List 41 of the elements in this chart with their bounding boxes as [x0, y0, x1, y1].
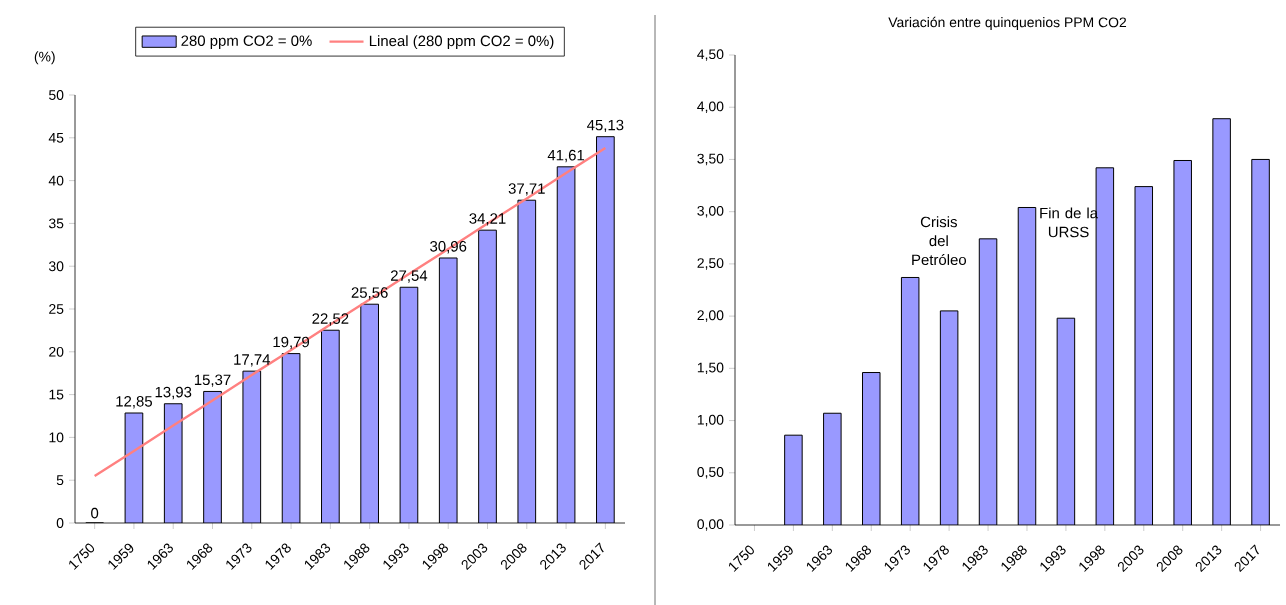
- y-axis-title: (%): [34, 51, 55, 65]
- y-tick-label: 5: [56, 475, 64, 486]
- data-label: 15,37: [194, 374, 231, 387]
- y-tick-label: 30: [48, 261, 64, 272]
- legend-label: 280 ppm CO2 = 0%: [181, 35, 312, 49]
- data-label: 22,52: [312, 313, 349, 326]
- data-label: 12,85: [116, 396, 152, 409]
- data-label: 17,74: [234, 354, 271, 367]
- y-tick-label: 3,00: [697, 205, 724, 218]
- legend-label: Lineal (280 ppm CO2 = 0%): [369, 35, 554, 50]
- y-tick-label: 0: [56, 518, 64, 528]
- data-label: 45,13: [587, 119, 624, 133]
- data-label: 37,71: [508, 183, 545, 196]
- data-label: 19,79: [273, 336, 310, 349]
- y-tick-label: 10: [49, 432, 64, 443]
- y-tick-label: 20: [49, 346, 64, 357]
- y-tick-label: 0,50: [697, 467, 724, 479]
- data-label: 25,56: [351, 287, 388, 300]
- y-tick-label: 0,00: [697, 519, 724, 531]
- y-tick-label: 3,50: [697, 153, 724, 166]
- line-series: [93, 146, 607, 478]
- y-tick-label: 45: [48, 132, 64, 143]
- annotation: Crisis del Petróleo: [912, 216, 967, 266]
- data-label: 41,61: [547, 149, 585, 163]
- y-tick-label: 15: [49, 389, 64, 400]
- y-tick-label: 1,50: [697, 362, 724, 375]
- data-label: 30,96: [430, 241, 467, 254]
- y-tick-label: 50: [49, 90, 64, 100]
- y-tick-label: 2,50: [697, 258, 724, 270]
- y-tick-label: 25: [49, 304, 64, 314]
- data-label: 13,93: [155, 386, 192, 400]
- data-label: 27,54: [390, 270, 428, 283]
- y-tick-label: 1,00: [697, 414, 724, 427]
- chart-title: Variación entre quinquenios PPM CO2: [888, 16, 1127, 31]
- data-label: 0: [91, 507, 99, 519]
- y-tick-label: 2,00: [697, 310, 724, 322]
- y-tick-label: 4,50: [697, 49, 724, 61]
- y-tick-label: 40: [48, 175, 64, 186]
- data-label: 34,21: [469, 213, 506, 226]
- y-tick-label: 4,00: [697, 101, 724, 113]
- y-tick-label: 35: [48, 218, 64, 229]
